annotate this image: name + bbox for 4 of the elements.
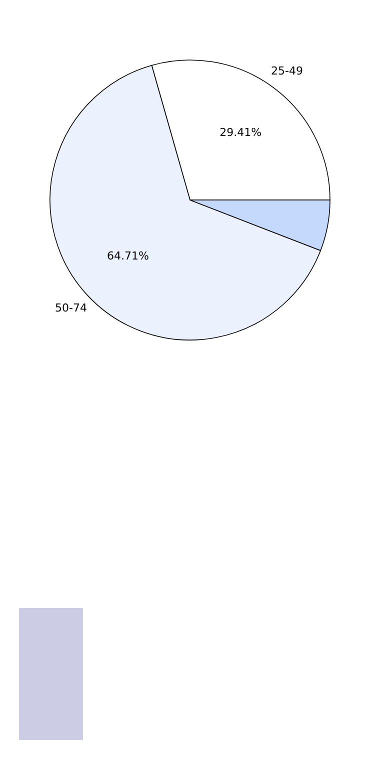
slice-label: 50-74	[55, 301, 88, 314]
data-label: 64.71%	[106, 250, 149, 263]
data-label: 29.41%	[220, 126, 262, 139]
slice-label: 25-49	[271, 64, 304, 78]
